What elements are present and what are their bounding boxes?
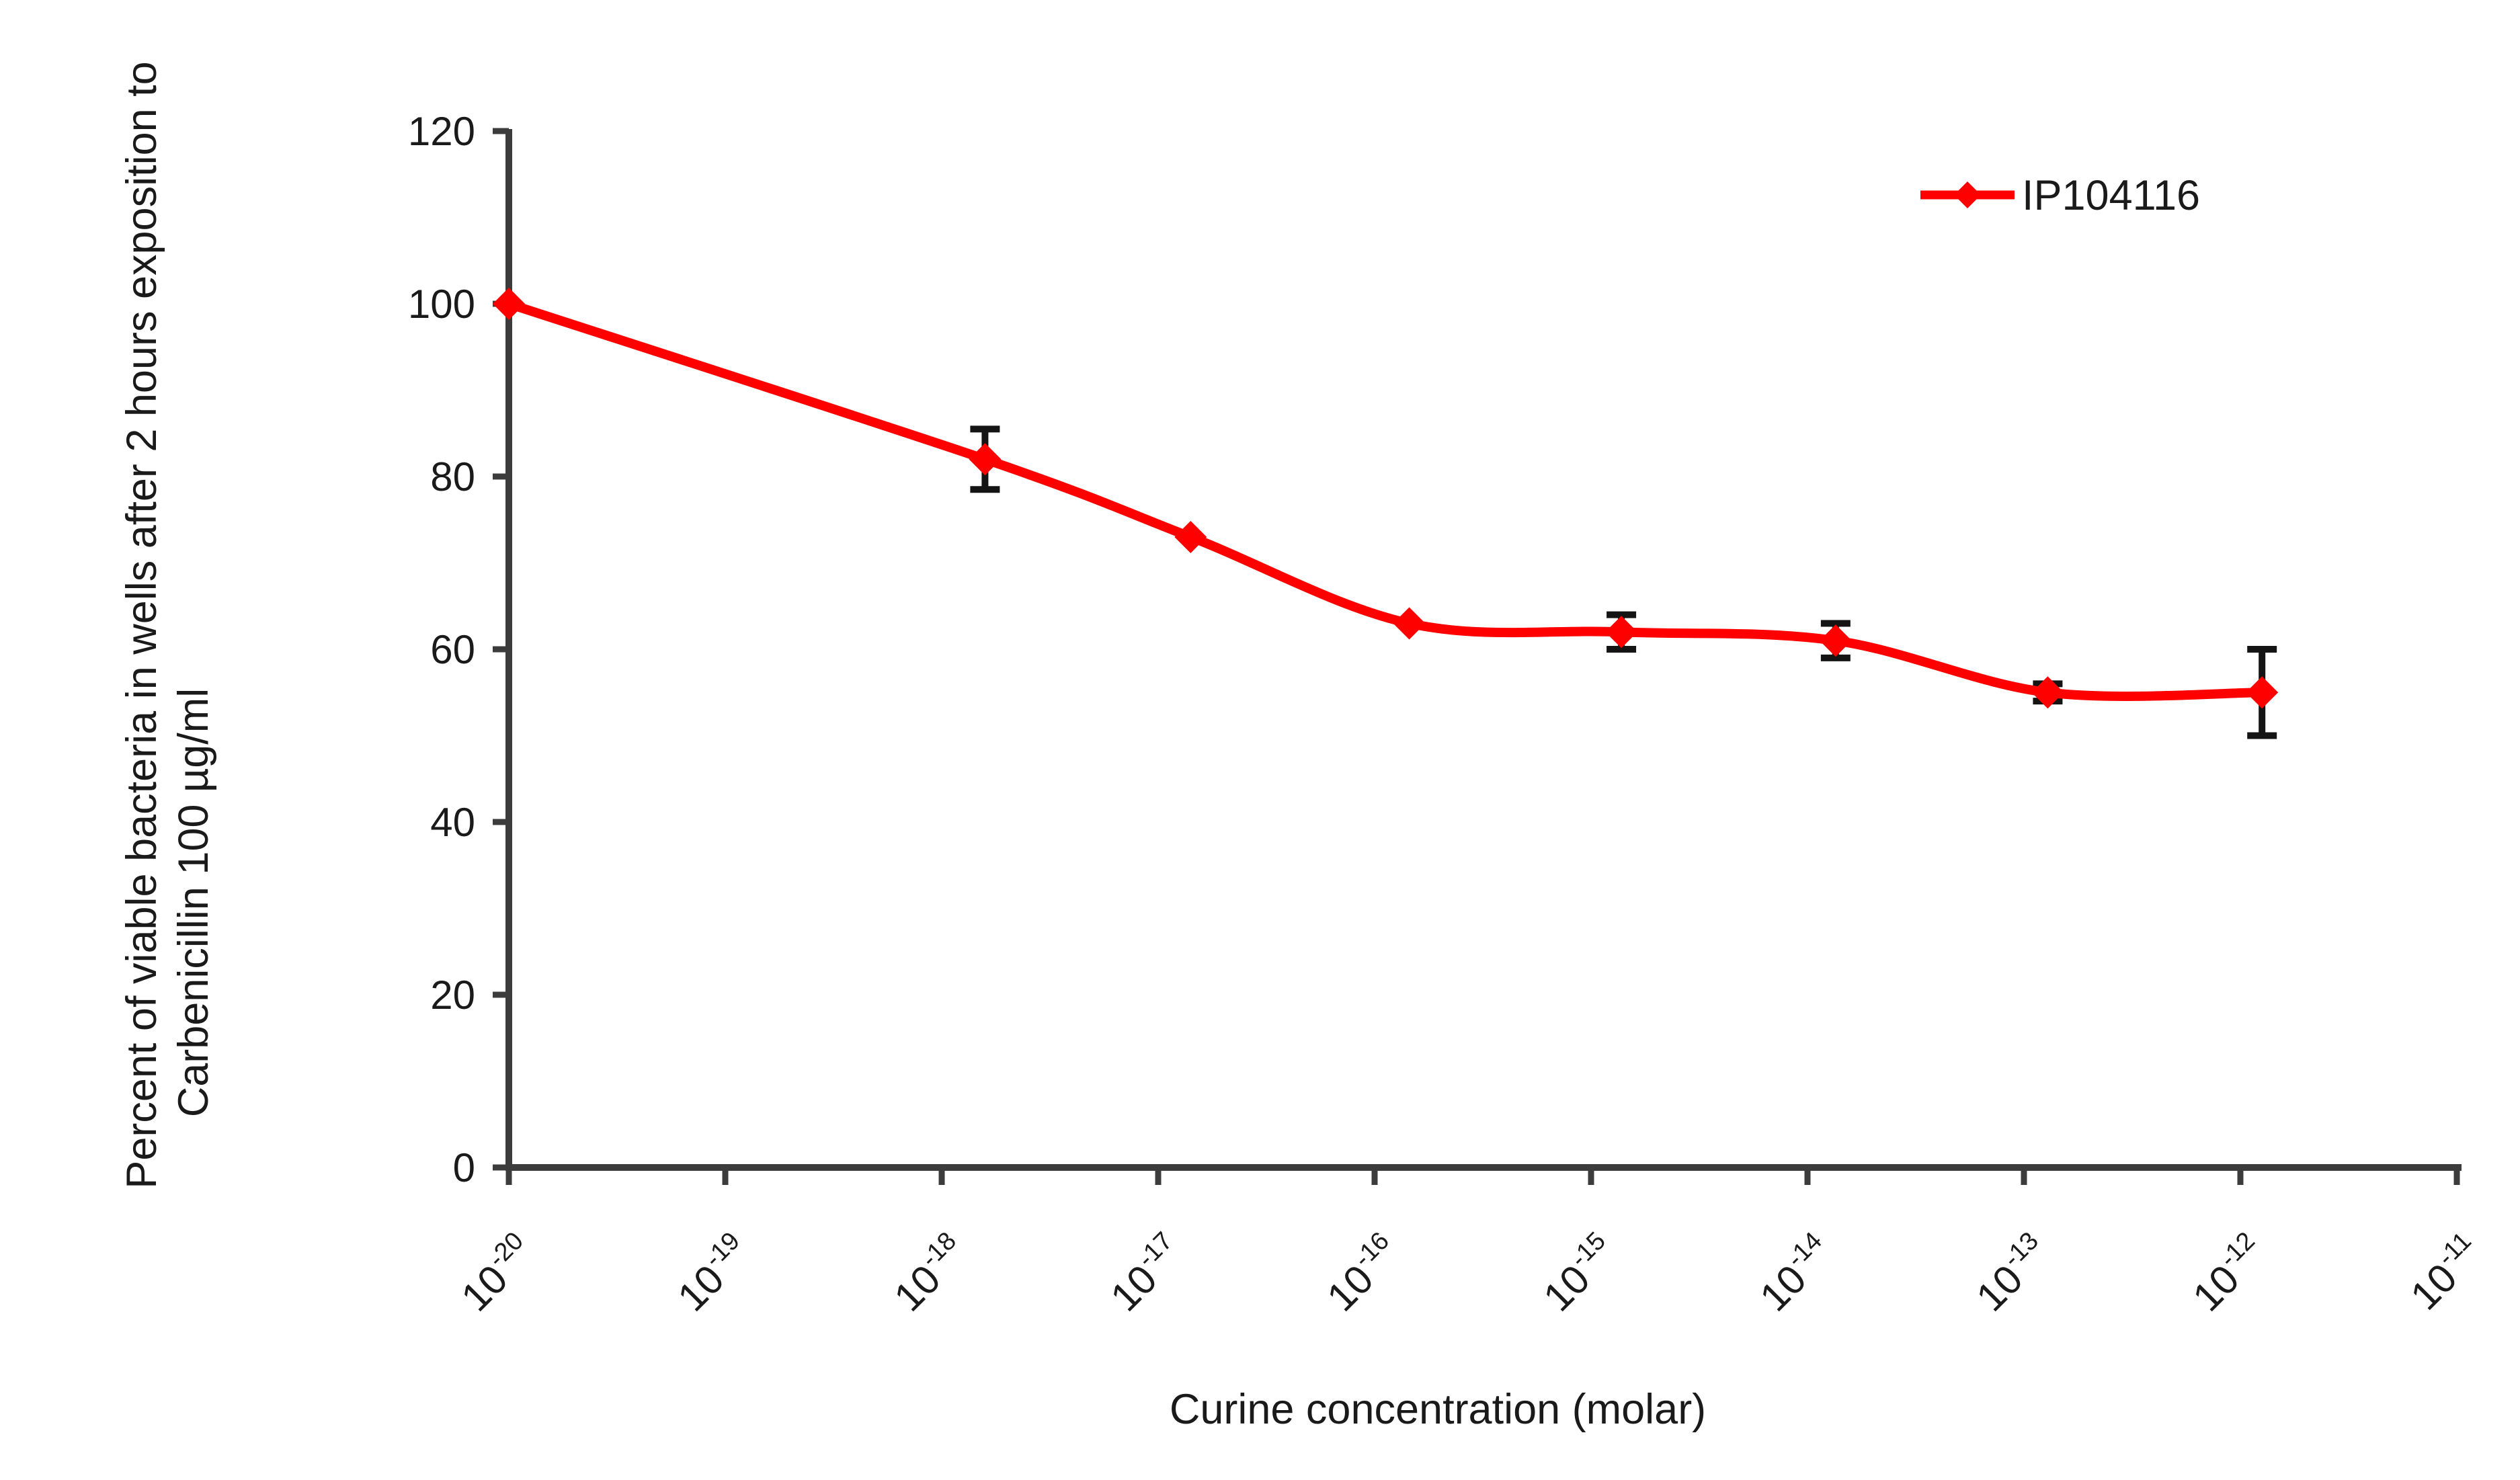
data-point-markers bbox=[493, 288, 2279, 709]
data-point-marker bbox=[1174, 520, 1207, 553]
x-tick-label: 10-18 bbox=[883, 1227, 976, 1319]
y-axis-title-line1: Percent of viable bacteria in wells afte… bbox=[118, 61, 165, 1188]
y-tick-label: 0 bbox=[453, 1145, 475, 1190]
error-bars bbox=[970, 425, 2277, 739]
data-point-marker bbox=[493, 288, 525, 320]
x-tick-labels: 10-20 10-19 10-18 10-17 10-16 10-15 10-14 10-13… bbox=[450, 1167, 2491, 1320]
x-axis-title: Curine concentration (molar) bbox=[1170, 1386, 1706, 1433]
x-tick-label: 10-13 bbox=[1965, 1227, 2058, 1319]
y-tick-labels: 0 20 40 60 80 100 120 bbox=[408, 109, 509, 1190]
series-line bbox=[504, 299, 2267, 701]
x-tick-label: 10-11 bbox=[2400, 1227, 2491, 1318]
y-tick-label: 40 bbox=[430, 800, 475, 845]
data-point-marker bbox=[1819, 624, 1852, 657]
x-tick-label: 10-16 bbox=[1316, 1227, 1409, 1319]
y-tick-label: 80 bbox=[430, 454, 475, 499]
x-tick-label: 10-14 bbox=[1749, 1227, 1842, 1319]
data-point-marker bbox=[1393, 607, 1426, 640]
legend-diamond bbox=[1954, 181, 1981, 208]
data-point-marker bbox=[969, 443, 1002, 476]
plot-axes bbox=[505, 129, 2462, 1171]
x-tick-label: 10-19 bbox=[667, 1227, 760, 1319]
series-path bbox=[504, 299, 2267, 701]
y-tick-label: 120 bbox=[408, 109, 475, 154]
x-tick-label: 10-12 bbox=[2182, 1227, 2275, 1319]
data-point-marker bbox=[2031, 676, 2064, 709]
x-tick-label: 10-20 bbox=[450, 1227, 543, 1319]
data-point-marker bbox=[1605, 616, 1638, 649]
y-tick-label: 100 bbox=[408, 282, 475, 327]
y-axis-title-line2: Carbenicillin 100 µg/ml bbox=[170, 688, 217, 1118]
legend-marker bbox=[1920, 181, 2015, 208]
y-tick-label: 20 bbox=[430, 973, 475, 1018]
x-tick-label: 10-17 bbox=[1100, 1227, 1192, 1319]
data-point-marker bbox=[2246, 676, 2279, 709]
legend-label: IP104116 bbox=[2022, 172, 2200, 219]
x-tick-label: 10-15 bbox=[1533, 1227, 1625, 1319]
y-tick-label: 60 bbox=[430, 627, 475, 672]
